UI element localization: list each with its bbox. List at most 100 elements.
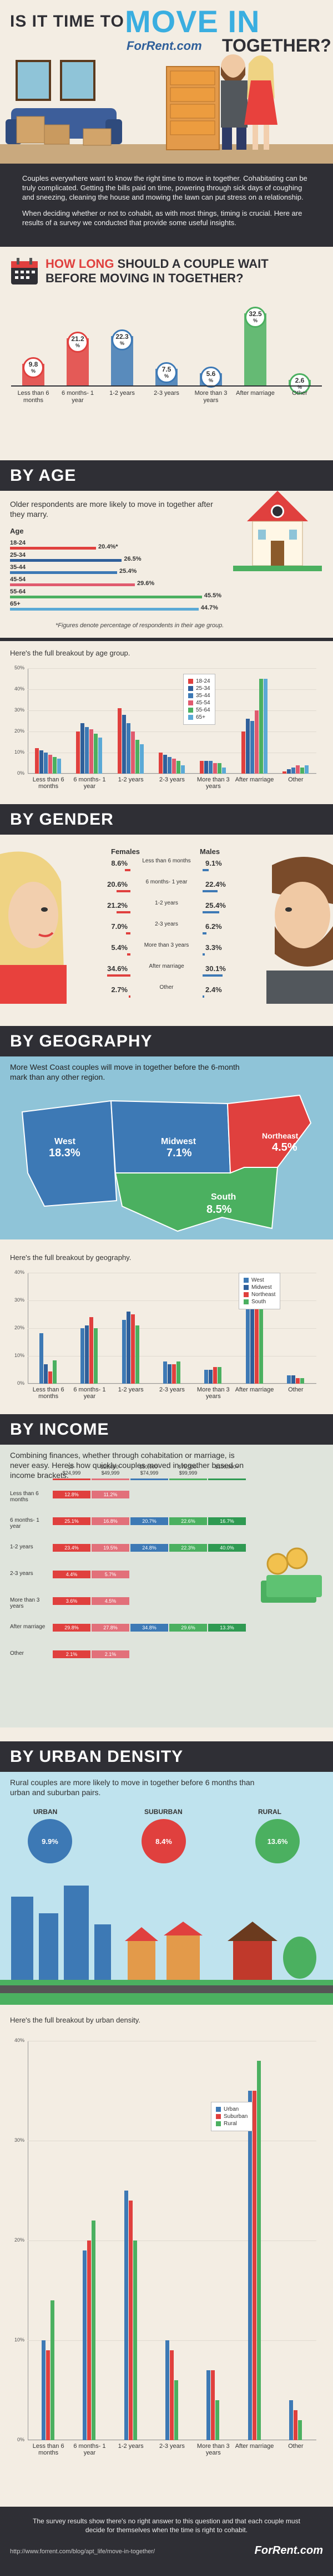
legend-label: Urban (224, 2106, 239, 2112)
legend-label: Northeast (251, 1292, 276, 1298)
male-value: 2.4% (205, 985, 222, 994)
male-bar (203, 974, 223, 977)
legend-item: 45-54 (188, 700, 210, 706)
urban-value: 9.9% (28, 1819, 72, 1863)
chart-bar (176, 1361, 180, 1384)
x-category-label: Less than 6 months (32, 1386, 64, 1400)
wait-value-label: 21.2 (71, 335, 84, 343)
income-cell: 24.8% (130, 1544, 168, 1552)
gridline (28, 2240, 316, 2241)
legend-item: Midwest (244, 1284, 275, 1290)
legend-swatch (244, 1299, 249, 1304)
chart-bar (53, 1360, 57, 1384)
geo-description: More West Coast couples will move in tog… (10, 1063, 240, 1081)
wait-value-circle: 2.6% (289, 373, 310, 394)
income-cell: 22.6% (169, 1517, 207, 1525)
gridline (28, 710, 316, 711)
chart-bar (130, 731, 135, 774)
legend-swatch (244, 1285, 249, 1290)
income-cell: 4.5% (92, 1597, 129, 1605)
legend-item: 18-24 (188, 678, 210, 684)
calendar-icon (11, 258, 38, 284)
age-footnote: *Figures denote percentage of respondent… (56, 622, 224, 629)
chart-bar (53, 756, 57, 774)
age-breakout-chart: 50% 40% 30% 20% 10% 0% Less than 6 months 6 mon… (0, 663, 333, 796)
age-bar-label: 35-44 (10, 564, 26, 571)
y-tick-label: 40% (14, 2038, 24, 2043)
age-bar (10, 559, 122, 562)
legend-item: 35-44 (188, 693, 210, 699)
geo-title-bar: BY GEOGRAPHY (0, 1026, 333, 1056)
age-bar-label: 65+ (10, 601, 21, 607)
chart-bar (87, 2240, 92, 2440)
y-tick-label: 10% (14, 2337, 24, 2343)
wait-value-circle: 5.6% (200, 366, 221, 388)
wait-category-label: Other (292, 390, 307, 397)
chart-bar (83, 2250, 87, 2440)
wait-value-label: 32.5 (249, 310, 262, 318)
gender-section: BY GENDER Females Males 8.6% Less than 6 … (0, 799, 333, 1020)
chart-bar (126, 1312, 130, 1384)
income-row-label: Less than 6 months (10, 1491, 39, 1503)
chart-bar (85, 727, 89, 774)
chart-bar (124, 2191, 128, 2440)
female-value: 8.6% (111, 859, 128, 867)
y-tick-label: 0% (17, 770, 24, 776)
chart-bar (48, 1371, 53, 1384)
chart-bar (92, 2221, 96, 2440)
income-cell: 29.8% (53, 1624, 90, 1632)
legend-swatch (188, 700, 193, 705)
age-bar-label: 18-24 (10, 540, 26, 546)
gender-category-label: Other (159, 984, 174, 990)
wait-chart: 9.8% Less than 6 months 21.2% 6 months- 1 y… (0, 291, 333, 452)
y-tick-label: 30% (14, 2137, 24, 2143)
legend-swatch (216, 2107, 221, 2112)
gender-title-bar: BY GENDER (0, 804, 333, 835)
income-row-label: 1-2 years (10, 1544, 33, 1550)
geo-breakout-chart: 40% 30% 20% 10% 0% Less than 6 months 6 months… (0, 1267, 333, 1406)
wait-category-label: Less than 6 months (17, 390, 49, 404)
gender-category-label: 2-3 years (155, 921, 178, 927)
money-icon (261, 1547, 322, 1603)
legend-item: Urban (216, 2106, 248, 2112)
x-category-label: Less than 6 months (32, 2443, 64, 2456)
chart-bar (98, 738, 103, 774)
wait-unit: % (208, 377, 213, 383)
footer-url[interactable]: http://www.forrent.com/blog/apt_life/mov… (10, 2548, 155, 2555)
female-bar (124, 869, 130, 871)
title-move-in: MOVE IN (125, 4, 260, 39)
chart-bar (215, 2400, 220, 2440)
rural-value: 13.6% (255, 1819, 300, 1863)
chart-bar (286, 769, 291, 774)
urban-title-bar: BY URBAN DENSITY (0, 1741, 333, 1772)
y-tick-label: 30% (14, 1297, 24, 1303)
age-title-bar: BY AGE (0, 460, 333, 491)
gender-category-label: 1-2 years (155, 900, 178, 906)
gridline (28, 668, 316, 669)
geo-south-value: 8.5% (206, 1203, 232, 1216)
x-category-label: Other (288, 1386, 304, 1393)
urban-title: BY URBAN DENSITY (10, 1747, 184, 1766)
legend-swatch (188, 679, 193, 684)
chart-bar (200, 761, 204, 774)
chart-bar (211, 2370, 215, 2440)
chart-bar (172, 1364, 176, 1384)
legend-swatch (188, 715, 193, 720)
chart-bar (168, 1364, 171, 1384)
chart-legend: West Midwest Northeast South (239, 1273, 281, 1309)
wait-unit: % (31, 368, 36, 374)
geo-title: BY GEOGRAPHY (10, 1032, 153, 1050)
wait-category-label: After marriage (236, 390, 275, 397)
chart-bar (172, 759, 176, 774)
couple-moving-illustration (0, 54, 333, 164)
geo-northeast-value: 4.5% (272, 1141, 297, 1154)
chart-bar (209, 1370, 213, 1384)
age-bar (10, 571, 118, 574)
chart-bar (39, 750, 44, 774)
income-cell: 34.8% (130, 1624, 168, 1632)
gridline (28, 2440, 316, 2441)
wait-title-how: HOW LONG (46, 257, 114, 271)
y-tick-label: 50% (14, 665, 24, 670)
chart-bar (39, 1333, 44, 1384)
females-heading: Females (111, 847, 140, 856)
